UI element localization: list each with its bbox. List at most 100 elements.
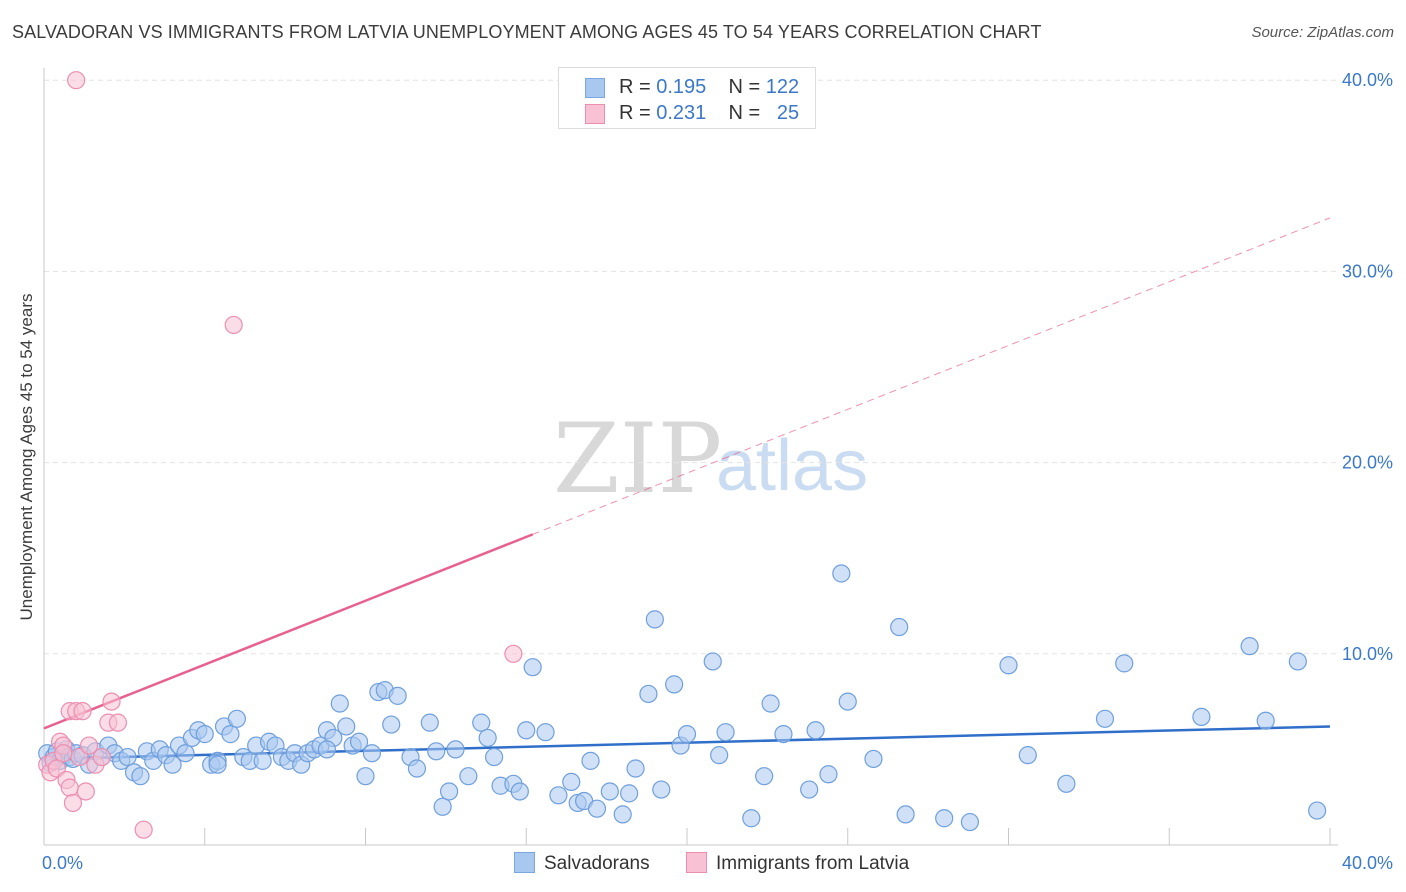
trend-line-dashed-1 [532,217,1331,535]
latvia-point [76,782,95,801]
latvia-point [92,747,111,767]
legend-r-label: R = [619,102,651,124]
salvadoran-point [800,780,819,799]
latvia-point [134,820,153,839]
salvadoran-point [349,732,369,751]
salvadoran-point [221,725,240,744]
salvadoran-point [864,749,883,769]
salvadoran-point [742,809,761,828]
salvadoran-point [999,656,1018,675]
salvadoran-point [253,751,272,770]
y-tick-label: 10.0% [1342,644,1393,664]
source-label: Source: ZipAtlas.com [1251,24,1394,41]
salvadoran-point [774,725,793,744]
grid [44,79,1338,655]
salvadoran-point [1240,637,1259,656]
legend-n-value: 25 [776,102,800,124]
legend-r-label: R = [619,76,651,98]
salvadoran-point [716,723,735,742]
salvadoran-point [703,652,722,671]
legend-swatch-salvadorans [585,78,605,98]
salvadoran-point [163,755,182,774]
salvadoran-point [337,717,356,736]
salvadoran-point [439,782,459,801]
salvadoran-point [549,786,568,805]
trend-line-solid-1 [43,533,534,730]
y-tick-label: 20.0% [1342,453,1393,473]
bottom-legend-latvia: Immigrants from Latvia [686,852,909,875]
axes [43,68,1338,846]
latvia-point [60,778,79,797]
legend-swatch-latvia [585,104,605,124]
salvadoran-point [362,744,382,763]
salvadoran-point [755,767,774,786]
bottom-legend-label: Immigrants from Latvia [716,853,910,874]
latvia-point [67,71,86,90]
salvadoran-point [195,725,214,744]
salvadoran-point [1115,654,1134,673]
salvadoran-point [761,694,780,713]
salvadoran-point [677,725,697,744]
legend-r-value: 0.195 [656,76,707,98]
salvadoran-point [819,765,838,784]
latvia-point [224,315,243,335]
salvadoran-point [382,715,401,734]
salvadoran-point [317,740,337,759]
data-points [38,71,1327,839]
y-axis-label: Unemployment Among Ages 45 to 54 years [17,294,36,621]
latvia-point [79,736,99,755]
salvadoran-point [330,694,349,713]
stats-legend: R = 0.195 N = 122 R = 0.231 N = 25 [558,67,816,129]
salvadoran-point [1192,707,1211,726]
salvadoran-point [472,713,491,732]
salvadoran-point [388,686,407,705]
watermark-atlas: atlas [716,426,868,506]
bottom-legend-swatch-salvadorans [514,852,535,873]
legend-n-label: N = [728,102,761,124]
salvadoran-point [960,812,980,832]
salvadoran-point [356,767,375,786]
salvadoran-point [890,617,909,637]
watermark-zip: ZIP [553,403,722,515]
latvia-point [73,702,92,721]
salvadoran-point [478,728,497,748]
salvadoran-point [587,799,607,818]
salvadoran-point [562,772,581,792]
latvia-point [504,644,523,663]
salvadoran-point [620,784,639,803]
chart-title: SALVADORAN VS IMMIGRANTS FROM LATVIA UNE… [12,22,1042,42]
salvadoran-point [581,751,600,770]
salvadoran-point [832,564,851,583]
x-tick-label: 40.0% [1342,853,1393,873]
latvia-point [108,713,128,732]
salvadoran-point [613,805,632,824]
salvadoran-point [896,805,915,824]
salvadoran-point [665,675,684,694]
y-axis-ticks: 10.0% 20.0% 30.0% 40.0% [1342,70,1393,664]
bottom-legend-salvadorans: Salvadorans [514,852,650,875]
salvadoran-point [407,759,427,778]
salvadoran-point [710,746,729,765]
legend-n-label: N = [728,76,761,98]
salvadoran-point [1308,801,1327,820]
y-tick-label: 30.0% [1342,261,1393,281]
bottom-legend-label: Salvadorans [544,853,650,874]
latvia-point [63,793,83,813]
salvadoran-point [420,713,439,732]
latvia-point [102,692,121,711]
legend-n-value: 122 [765,76,800,98]
watermark: ZIP atlas [553,403,868,515]
salvadoran-point [176,744,195,763]
salvadoran-point [131,767,150,786]
salvadoran-point [517,721,536,740]
salvadoran-point [645,610,664,629]
latvia-point [54,744,73,763]
salvadoran-point [1288,652,1307,671]
salvadoran-point [208,755,227,774]
salvadoran-point [806,721,825,740]
salvadoran-point [227,709,246,728]
salvadoran-point [935,809,954,828]
salvadoran-point [1057,774,1076,793]
x-axis-ticks: 0.0% 40.0% [42,853,1393,873]
